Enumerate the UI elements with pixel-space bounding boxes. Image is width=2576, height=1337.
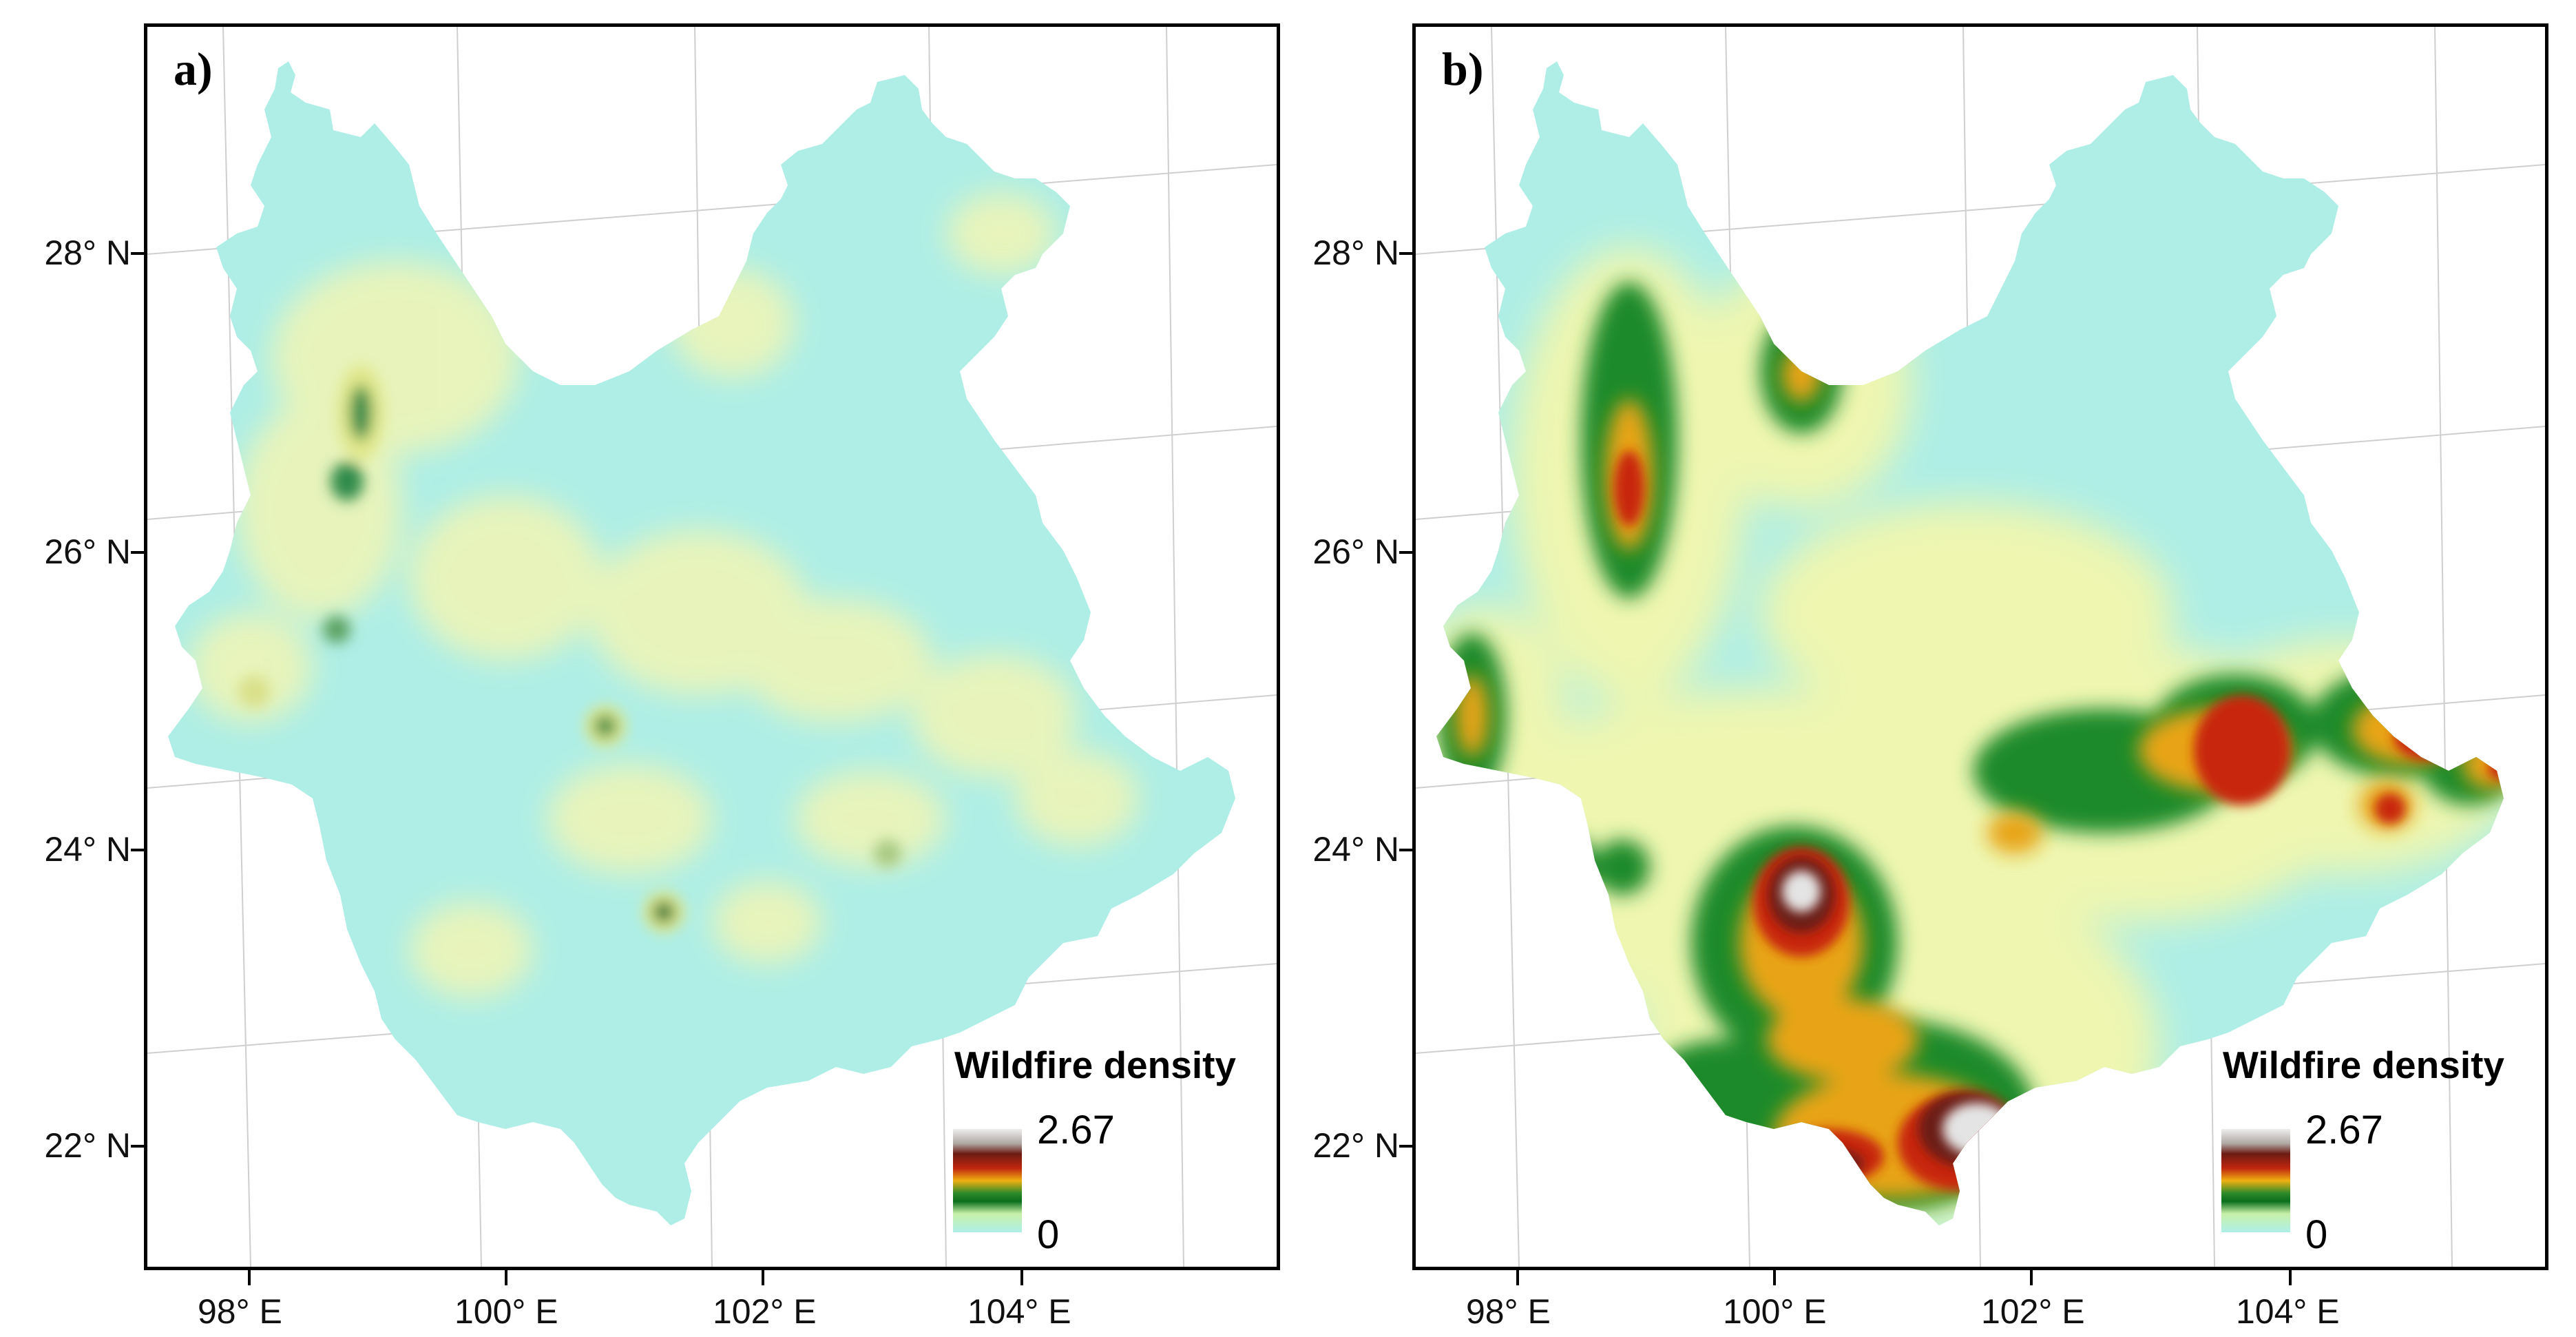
legend-max-a: 2.67 xyxy=(1037,1108,1115,1152)
lat-tick-b-22 xyxy=(1399,1145,1416,1148)
lon-label-a-102: 102° E xyxy=(713,1292,817,1331)
legend-color-bar-a xyxy=(953,1129,1022,1232)
lon-tick-b-104 xyxy=(2289,1269,2292,1285)
lat-label-a-28: 28° N xyxy=(44,234,131,272)
lon-label-a-104: 104° E xyxy=(967,1292,1071,1331)
lon-label-a-100: 100° E xyxy=(454,1292,558,1331)
lon-tick-b-102 xyxy=(2030,1269,2033,1285)
lat-label-a-26: 26° N xyxy=(44,532,131,571)
lat-label-a-22: 22° N xyxy=(44,1126,131,1165)
lat-label-b-22: 22° N xyxy=(1312,1126,1399,1165)
lon-label-b-100: 100° E xyxy=(1723,1292,1827,1331)
map-panel-b: b) Wildfire density 2.67 0 xyxy=(1412,23,2548,1270)
panel-label-b: b) xyxy=(1442,43,1484,95)
lon-tick-a-100 xyxy=(505,1269,507,1285)
lat-label-b-28: 28° N xyxy=(1312,234,1399,272)
panel-label-a: a) xyxy=(174,43,213,95)
legend-color-bar-b xyxy=(2221,1129,2290,1232)
map-svg-a xyxy=(147,27,1277,1267)
map-panel-a: a) Wildfire density 2.67 0 xyxy=(144,23,1280,1270)
lat-label-a-24: 24° N xyxy=(44,830,131,869)
lon-label-a-98: 98° E xyxy=(198,1292,282,1331)
lat-tick-a-26 xyxy=(131,551,147,554)
lat-tick-a-24 xyxy=(131,849,147,851)
legend-min-a: 0 xyxy=(1037,1212,1060,1257)
lat-tick-b-28 xyxy=(1399,252,1416,255)
lon-tick-b-100 xyxy=(1773,1269,1776,1285)
lat-label-b-26: 26° N xyxy=(1312,532,1399,571)
lon-tick-a-104 xyxy=(1020,1269,1023,1285)
legend-title-b: Wildfire density xyxy=(2223,1044,2505,1086)
lon-tick-a-102 xyxy=(762,1269,764,1285)
lat-tick-b-24 xyxy=(1399,849,1416,851)
lon-label-b-98: 98° E xyxy=(1466,1292,1551,1331)
legend-title-a: Wildfire density xyxy=(954,1044,1237,1086)
lat-tick-a-28 xyxy=(131,252,147,255)
lat-label-b-24: 24° N xyxy=(1312,830,1399,869)
lat-tick-b-26 xyxy=(1399,551,1416,554)
lon-tick-a-98 xyxy=(248,1269,251,1285)
lon-label-b-104: 104° E xyxy=(2236,1292,2340,1331)
lat-tick-a-22 xyxy=(131,1145,147,1148)
legend-max-b: 2.67 xyxy=(2305,1108,2383,1152)
map-svg-b xyxy=(1416,27,2545,1267)
legend-min-b: 0 xyxy=(2305,1212,2328,1257)
lon-tick-b-98 xyxy=(1516,1269,1519,1285)
lon-label-b-102: 102° E xyxy=(1981,1292,2085,1331)
